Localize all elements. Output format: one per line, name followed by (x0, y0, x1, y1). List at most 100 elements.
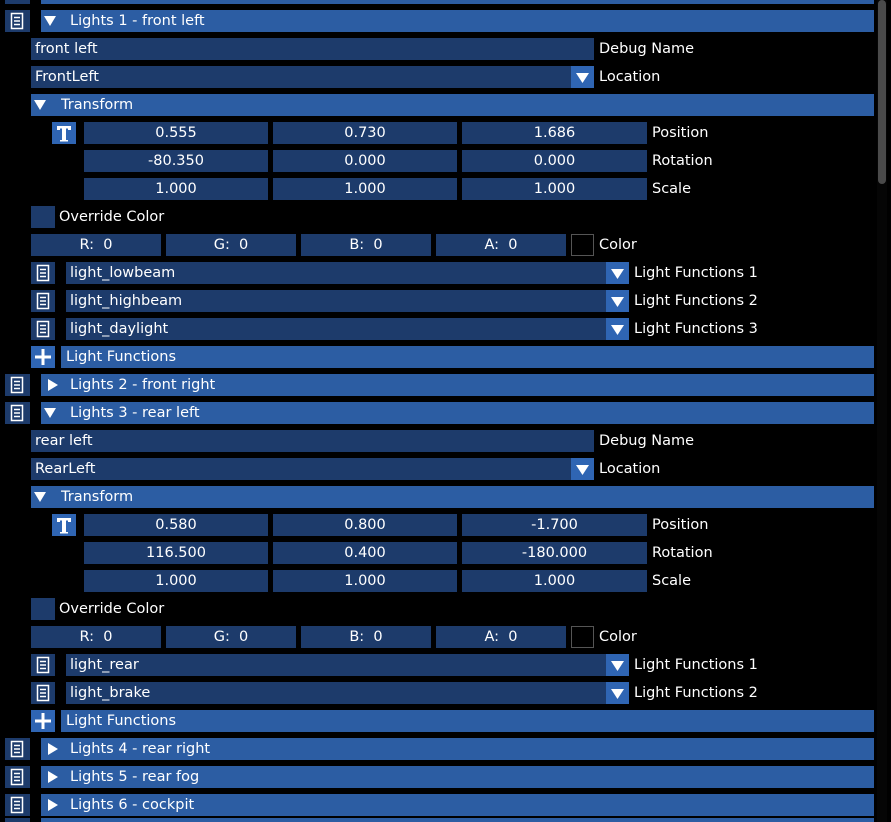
combo-arrow[interactable] (571, 66, 594, 88)
header-text: Lights 2 - front right (70, 377, 216, 393)
combo-arrow[interactable] (606, 262, 629, 284)
text-input[interactable]: front left (31, 38, 594, 60)
drag-float[interactable]: -80.350 (84, 150, 268, 172)
combo-arrow[interactable] (606, 290, 629, 312)
collapsing-header[interactable] (41, 738, 874, 760)
combo-arrow[interactable] (606, 318, 629, 340)
input-label: Color (599, 237, 637, 253)
input-label: Debug Name (599, 41, 695, 57)
header-arrow (41, 794, 63, 816)
combo[interactable]: light_rear (66, 654, 629, 676)
drag-float[interactable]: 1.000 (273, 178, 457, 200)
list-icon[interactable] (5, 374, 30, 396)
add-bar[interactable] (61, 346, 874, 368)
input-label: Position (652, 517, 709, 533)
combo-arrow[interactable] (606, 682, 629, 704)
combo[interactable]: FrontLeft (31, 66, 594, 88)
header-text: Transform (61, 489, 134, 505)
list-icon[interactable] (31, 262, 55, 284)
combo-arrow[interactable] (571, 458, 594, 480)
list-icon[interactable] (5, 738, 30, 760)
color-channel[interactable]: B: 0 (301, 626, 431, 648)
combo-arrow[interactable] (606, 654, 629, 676)
add-label: Light Functions (66, 349, 177, 365)
list-icon[interactable] (5, 10, 30, 32)
input-label: Scale (652, 181, 692, 197)
header-partial (41, 0, 874, 4)
input-label: Light Functions 2 (634, 293, 758, 309)
color-channel[interactable]: G: 0 (166, 626, 296, 648)
input-label: Light Functions 2 (634, 685, 758, 701)
drag-float[interactable]: 0.555 (84, 122, 268, 144)
header-text: Lights 1 - front left (70, 13, 205, 29)
list-icon[interactable] (31, 654, 55, 676)
color-channel[interactable]: A: 0 (436, 234, 566, 256)
color-channel[interactable]: B: 0 (301, 234, 431, 256)
checkbox[interactable] (31, 598, 55, 620)
icon-partial (5, 818, 30, 822)
collapsing-header[interactable] (41, 10, 874, 32)
add-button[interactable] (31, 710, 55, 732)
drag-float[interactable]: 1.000 (84, 570, 268, 592)
drag-float[interactable]: 1.686 (462, 122, 647, 144)
drag-float[interactable]: 0.400 (273, 542, 457, 564)
collapsing-header[interactable] (41, 766, 874, 788)
color-swatch[interactable] (571, 234, 594, 256)
combo[interactable]: RearLeft (31, 458, 594, 480)
checkbox-label: Override Color (59, 601, 165, 617)
drag-float[interactable]: 0.580 (84, 514, 268, 536)
header-arrow (41, 766, 63, 788)
drag-float[interactable]: 1.000 (273, 570, 457, 592)
drag-float[interactable]: -180.000 (462, 542, 647, 564)
combo[interactable]: light_lowbeam (66, 262, 629, 284)
transform-header[interactable] (31, 94, 874, 116)
collapsing-header[interactable] (41, 374, 874, 396)
collapsing-header[interactable] (41, 794, 874, 816)
drag-float[interactable]: 1.000 (462, 178, 647, 200)
input-label: Color (599, 629, 637, 645)
input-label: Debug Name (599, 433, 695, 449)
header-arrow (31, 486, 53, 508)
drag-float[interactable]: 1.000 (84, 178, 268, 200)
transform-header[interactable] (31, 486, 874, 508)
drag-float[interactable]: 0.800 (273, 514, 457, 536)
drag-float[interactable]: 0.000 (462, 150, 647, 172)
gizmo-button[interactable] (52, 122, 76, 144)
drag-float[interactable]: 1.000 (462, 570, 647, 592)
list-icon[interactable] (31, 682, 55, 704)
drag-float[interactable]: 0.000 (273, 150, 457, 172)
add-button[interactable] (31, 346, 55, 368)
drag-float[interactable]: 0.730 (273, 122, 457, 144)
list-icon[interactable] (31, 290, 55, 312)
header-text: Lights 6 - cockpit (70, 797, 195, 813)
color-channel[interactable]: G: 0 (166, 234, 296, 256)
collapsing-header[interactable] (41, 402, 874, 424)
combo[interactable]: light_daylight (66, 318, 629, 340)
input-label: Light Functions 3 (634, 321, 758, 337)
combo[interactable]: light_highbeam (66, 290, 629, 312)
add-bar[interactable] (61, 710, 874, 732)
color-channel[interactable]: R: 0 (31, 626, 161, 648)
scrollbar-thumb[interactable] (878, 0, 886, 184)
input-label: Scale (652, 573, 692, 589)
gizmo-button[interactable] (52, 514, 76, 536)
combo[interactable]: light_brake (66, 682, 629, 704)
color-channel[interactable]: A: 0 (436, 626, 566, 648)
header-arrow (41, 374, 63, 396)
text-input[interactable]: rear left (31, 430, 594, 452)
checkbox[interactable] (31, 206, 55, 228)
input-label: Rotation (652, 153, 713, 169)
list-icon[interactable] (5, 794, 30, 816)
drag-float[interactable]: -1.700 (462, 514, 647, 536)
list-icon[interactable] (5, 402, 30, 424)
list-icon[interactable] (5, 766, 30, 788)
header-partial (41, 818, 874, 822)
scrollbar[interactable] (877, 0, 887, 822)
color-swatch[interactable] (571, 626, 594, 648)
checkbox-label: Override Color (59, 209, 165, 225)
color-channel[interactable]: R: 0 (31, 234, 161, 256)
input-label: Location (599, 461, 661, 477)
list-icon[interactable] (31, 318, 55, 340)
drag-float[interactable]: 116.500 (84, 542, 268, 564)
